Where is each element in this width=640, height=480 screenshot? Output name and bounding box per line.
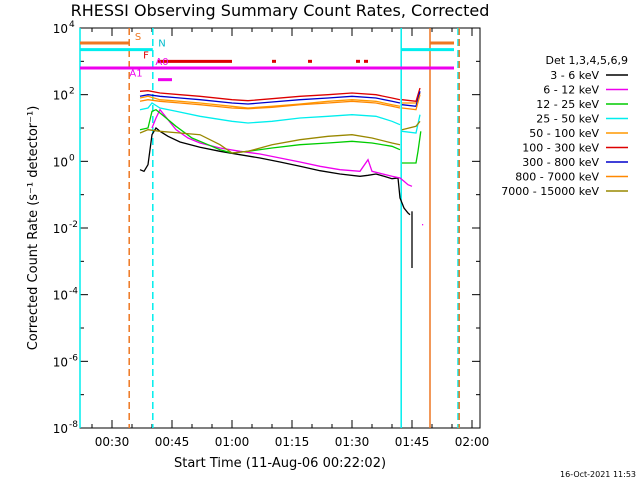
- legend-label: 300 - 800 keV: [522, 156, 599, 169]
- y-tick-exponent: -8: [69, 420, 78, 430]
- series-line: [139, 90, 401, 102]
- series-tail: [402, 131, 422, 164]
- axis-ticks: [80, 27, 480, 429]
- chart-title: RHESSI Observing Summary Count Rates, Co…: [71, 1, 490, 20]
- flag-label: A0: [155, 57, 168, 68]
- y-tick-label: 10: [53, 222, 68, 236]
- legend-label: 25 - 50 keV: [536, 113, 599, 126]
- series-tail: [401, 120, 421, 131]
- series-line: [139, 129, 401, 154]
- x-tick-label: 01:00: [215, 435, 250, 449]
- legend-label: 50 - 100 keV: [529, 127, 599, 140]
- y-tick-exponent: -6: [69, 353, 78, 363]
- legend-label: 12 - 25 keV: [536, 98, 599, 111]
- flag-label: N: [158, 39, 165, 50]
- legend-label: 6 - 12 keV: [543, 84, 599, 97]
- legend-label: 800 - 7000 keV: [515, 171, 599, 184]
- series-line: [139, 102, 401, 126]
- legend-label: 100 - 300 keV: [522, 142, 599, 155]
- y-tick-label: 10: [53, 89, 68, 103]
- x-tick-label: 01:30: [335, 435, 370, 449]
- flag-label: S: [135, 32, 141, 43]
- y-tick-exponent: -4: [69, 287, 78, 297]
- flag-label: A1: [129, 69, 142, 80]
- y-tick-label: 10: [53, 22, 68, 36]
- x-tick-label: 00:45: [155, 435, 190, 449]
- footer-date: 16-Oct-2021 11:53: [560, 470, 636, 479]
- x-tick-label: 00:30: [95, 435, 130, 449]
- y-tick-exponent: 2: [69, 87, 75, 97]
- attenuator-lines: [79, 28, 460, 428]
- x-tick-labels: 00:30 00:45 01:00 01:15 01:30 01:45 02:00: [95, 435, 490, 449]
- series-tail: [401, 87, 421, 103]
- y-tick-exponent: 0: [69, 153, 75, 163]
- y-tick-label: 10: [53, 289, 68, 303]
- y-axis-label: Corrected Count Rate (s⁻¹ detector⁻¹): [26, 106, 41, 351]
- series-tail: [401, 91, 421, 108]
- legend-label: 3 - 6 keV: [550, 69, 599, 82]
- y-tick-label: 10: [53, 422, 68, 436]
- flag-label: F: [143, 50, 149, 61]
- x-tick-label: 01:45: [395, 435, 430, 449]
- series-line: [139, 127, 411, 216]
- y-tick-label: 10: [53, 155, 68, 169]
- series-tail: [401, 94, 421, 111]
- series-line: [139, 99, 401, 110]
- y-tick-exponent: 4: [69, 20, 75, 30]
- series-line: [139, 94, 401, 105]
- y-tick-label: 10: [53, 355, 68, 369]
- series-line: [139, 108, 401, 154]
- x-tick-label: 02:00: [455, 435, 490, 449]
- legend-label: 7000 - 15000 keV: [501, 185, 599, 198]
- series-layer: [139, 87, 424, 268]
- series-line: [139, 95, 401, 109]
- x-tick-label: 01:15: [275, 435, 310, 449]
- y-tick-exponent: -2: [69, 220, 78, 230]
- plot-area: S NF A0 A1: [79, 27, 481, 429]
- series-tail: [401, 114, 421, 134]
- flags-layer: S NF A0 A1: [80, 32, 454, 82]
- x-axis-label: Start Time (11-Aug-06 00:22:02): [174, 456, 386, 471]
- legend-title: Det 1,3,4,5,6,9: [545, 54, 628, 67]
